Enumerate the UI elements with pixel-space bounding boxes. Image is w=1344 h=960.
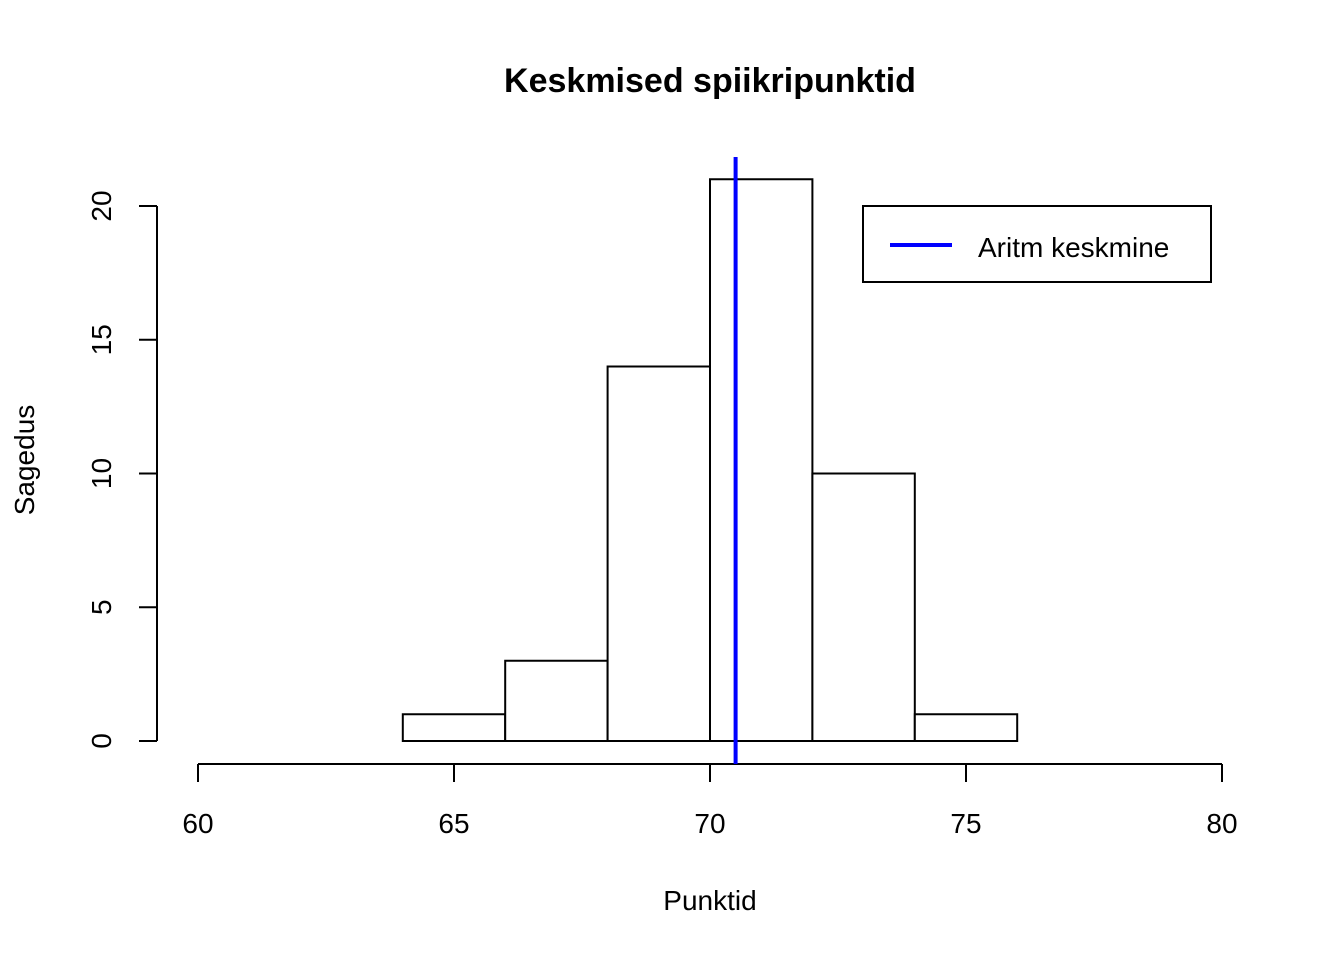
legend: Aritm keskmine [862, 205, 1212, 283]
x-axis: 60 65 70 75 80 [182, 763, 1238, 839]
y-axis: 0 5 10 15 20 [86, 190, 158, 749]
histogram-bar [913, 713, 1019, 742]
y-tick-label: 0 [86, 733, 117, 749]
y-axis-label: Sagedus [9, 405, 40, 516]
x-tick-label: 60 [182, 808, 213, 839]
y-tick-label: 10 [86, 458, 117, 489]
histogram-bar [811, 472, 916, 742]
histogram-bar [709, 178, 814, 742]
x-tick-label: 65 [438, 808, 469, 839]
x-axis-label: Punktid [663, 885, 756, 916]
y-tick-label: 20 [86, 190, 117, 221]
chart-title: Keskmised spiikripunktid [504, 62, 916, 100]
x-tick-label: 75 [950, 808, 981, 839]
y-tick-label: 15 [86, 324, 117, 355]
histogram-bar [504, 659, 609, 742]
histogram-bars [401, 178, 1019, 742]
histogram-bar [401, 713, 507, 742]
x-tick-label: 70 [694, 808, 725, 839]
y-tick-label: 5 [86, 599, 117, 615]
legend-label: Aritm keskmine [978, 232, 1169, 263]
x-tick-label: 80 [1206, 808, 1237, 839]
histogram-bar [606, 365, 711, 742]
